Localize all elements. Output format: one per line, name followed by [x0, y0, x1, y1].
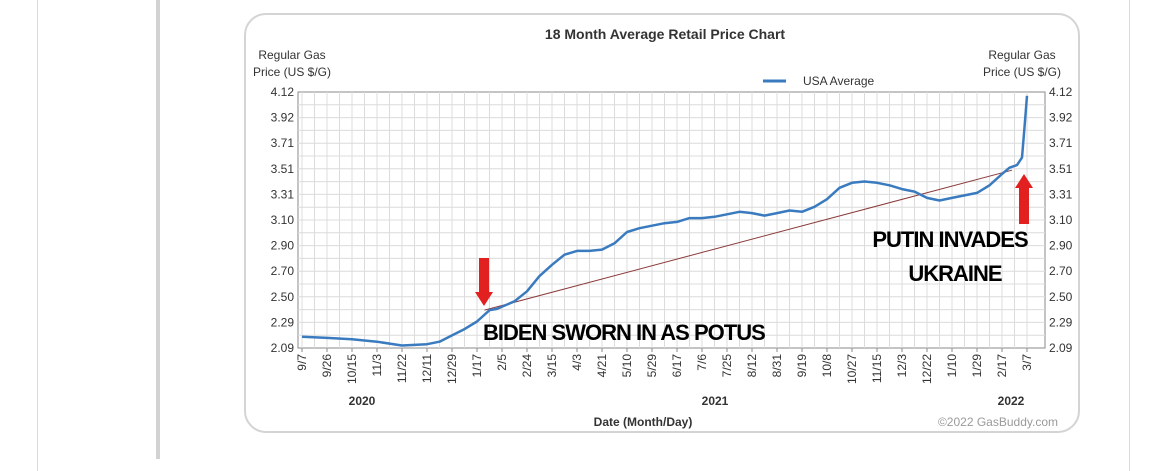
x-tick-label: 11/15 [870, 354, 884, 383]
y-tick-label-left: 3.92 [271, 111, 295, 125]
red-arrow-down-biden [475, 258, 493, 306]
x-tick-label: 4/3 [570, 354, 584, 371]
annotation-putin-line2: UKRAINE [908, 261, 1002, 286]
y-tick-label-right: 4.12 [1049, 85, 1073, 99]
x-tick-label: 4/21 [595, 354, 609, 378]
y-tick-label-right: 3.51 [1049, 162, 1073, 176]
y-tick-label-right: 3.92 [1049, 111, 1073, 125]
year-label: 2020 [349, 394, 376, 408]
post-border-left [37, 0, 38, 471]
y-tick-label-left: 2.29 [271, 315, 295, 329]
x-ticks: 9/7 9/26 10/15 11/3 11/22 12/11 12/29 1/17 2/5 2/… [295, 348, 1034, 384]
y-tick-label-left: 3.51 [271, 162, 295, 176]
x-tick-label: 7/6 [695, 354, 709, 371]
annotation-arrows [475, 174, 1033, 306]
grid [297, 91, 1046, 349]
y-tick-label-left: 2.70 [271, 264, 295, 278]
x-tick-label: 6/17 [670, 354, 684, 378]
y-tick-label-left: 3.71 [271, 136, 295, 150]
x-tick-label: 9/7 [295, 354, 309, 371]
annotation-biden: BIDEN SWORN IN AS POTUS [483, 320, 765, 345]
y-tick-label-left: 4.12 [271, 85, 295, 99]
y-tick-label-right: 3.31 [1049, 187, 1073, 201]
x-tick-label: 2/24 [520, 354, 534, 378]
x-tick-label: 12/11 [420, 354, 434, 383]
y-tick-label-left: 2.50 [271, 290, 295, 304]
x-tick-label: 11/22 [395, 354, 409, 383]
y-tick-label-right: 2.09 [1049, 341, 1073, 355]
x-tick-label: 11/3 [370, 354, 384, 377]
price-chart: 18 Month Average Retail Price Chart Regu… [253, 26, 1073, 429]
annotation-putin-line1: PUTIN INVADES [872, 227, 1028, 252]
copyright-text: ©2022 GasBuddy.com [938, 415, 1058, 429]
x-tick-label: 8/31 [770, 354, 784, 378]
y-tick-label-right: 2.50 [1049, 290, 1073, 304]
y-tick-label-right: 3.71 [1049, 136, 1073, 150]
x-tick-label: 10/8 [820, 354, 834, 378]
y-ticks-right: 4.12 3.92 3.71 3.51 3.31 3.10 2.90 2.70 2.50 2.29… [1049, 85, 1073, 355]
x-tick-label: 2/5 [495, 354, 509, 371]
year-label: 2022 [998, 394, 1025, 408]
y-ticks-left: 4.12 3.92 3.71 3.51 3.31 3.10 2.90 2.70 2.50 2.29… [271, 85, 295, 355]
x-tick-label: 10/15 [345, 354, 359, 384]
y-tick-label-left: 2.90 [271, 239, 295, 253]
y-tick-label-left: 2.09 [271, 341, 295, 355]
x-tick-label: 2/17 [995, 354, 1009, 378]
quote-bar [156, 0, 160, 459]
year-label: 2021 [702, 394, 729, 408]
x-tick-label: 9/19 [795, 354, 809, 378]
x-tick-label: 10/27 [845, 354, 859, 384]
x-tick-label: 12/29 [445, 354, 459, 384]
legend: USA Average [763, 74, 874, 88]
y-axis-title-right-line1: Regular Gas [988, 48, 1055, 62]
trend-line-group [484, 169, 1013, 311]
y-tick-label-left: 3.31 [271, 187, 295, 201]
year-labels: 2020 2021 2022 [349, 394, 1025, 408]
x-tick-label: 3/15 [545, 354, 559, 378]
x-axis-title: Date (Month/Day) [594, 415, 693, 429]
x-tick-label: 8/12 [745, 354, 759, 378]
y-axis-title-right-line2: Price (US $/G) [983, 65, 1061, 79]
x-tick-label: 12/3 [895, 354, 909, 378]
series-line-usa-average [301, 95, 1029, 347]
trend-line [484, 169, 1013, 311]
x-tick-label: 5/29 [645, 354, 659, 378]
y-axis-title-left-line1: Regular Gas [258, 48, 325, 62]
y-tick-label-right: 2.70 [1049, 264, 1073, 278]
y-tick-label-left: 3.10 [271, 213, 295, 227]
x-tick-label: 1/10 [945, 354, 959, 378]
series-group [301, 95, 1029, 347]
chart-title: 18 Month Average Retail Price Chart [545, 26, 785, 42]
y-tick-label-right: 2.90 [1049, 239, 1073, 253]
red-arrow-up-putin [1015, 174, 1033, 224]
x-tick-label: 5/10 [620, 354, 634, 378]
x-tick-label: 12/22 [920, 354, 934, 384]
x-tick-label: 1/29 [970, 354, 984, 378]
legend-label: USA Average [803, 74, 874, 88]
x-tick-label: 1/17 [470, 354, 484, 378]
y-tick-label-right: 2.29 [1049, 315, 1073, 329]
post-border-right [1129, 0, 1130, 471]
x-tick-label: 9/26 [320, 354, 334, 378]
chart-card: 18 Month Average Retail Price Chart Regu… [244, 13, 1080, 433]
y-axis-title-left-line2: Price (US $/G) [253, 65, 331, 79]
x-tick-label: 7/25 [720, 354, 734, 378]
x-tick-label: 3/7 [1020, 354, 1034, 371]
y-tick-label-right: 3.10 [1049, 213, 1073, 227]
